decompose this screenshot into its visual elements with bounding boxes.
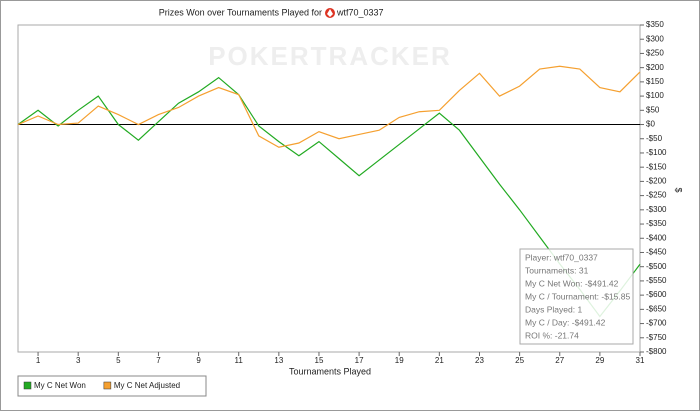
tooltip-line: ROI %: -21.74 — [525, 330, 579, 340]
x-tick-label: 31 — [636, 356, 645, 365]
x-tick-label: 27 — [555, 356, 564, 365]
x-tick-label: 23 — [475, 356, 484, 365]
x-tick-label: 5 — [116, 356, 121, 365]
series-line — [17, 76, 641, 318]
y-tick-label: -$150 — [646, 162, 667, 171]
series-line — [17, 65, 641, 148]
y-tick-label: $100 — [646, 91, 664, 100]
legend-label: My C Net Adjusted — [114, 381, 180, 390]
y-tick-label: -$100 — [646, 148, 667, 157]
y-tick-label: -$250 — [646, 191, 667, 200]
tooltip-line: My C / Tournament: -$15.85 — [525, 291, 630, 301]
x-tick-label: 19 — [395, 356, 404, 365]
y-tick-label: -$300 — [646, 205, 667, 214]
x-tick-label: 7 — [156, 356, 161, 365]
x-tick-label: 1 — [36, 356, 41, 365]
tooltip-line: Player: wtf70_0337 — [525, 252, 598, 262]
y-tick-label: $350 — [646, 20, 664, 29]
legend-swatch — [23, 381, 32, 390]
tooltip-line: Tournaments: 31 — [525, 265, 589, 275]
x-tick-label: 17 — [355, 356, 364, 365]
legend — [17, 375, 207, 397]
x-tick-label: 3 — [76, 356, 81, 365]
y-tick-label: $250 — [646, 49, 664, 58]
tooltip-line: My C Net Won: -$491.42 — [525, 278, 619, 288]
y-tick-label: -$450 — [646, 248, 667, 257]
y-tick-label: -$600 — [646, 290, 667, 299]
y-tick-label: $150 — [646, 77, 664, 86]
y-tick-label: -$500 — [646, 262, 667, 271]
plot-area — [17, 24, 641, 353]
x-tick-label: 9 — [196, 356, 201, 365]
y-tick-label: -$750 — [646, 333, 667, 342]
y-tick-label: -$350 — [646, 219, 667, 228]
tooltip-line: Days Played: 1 — [525, 304, 582, 314]
x-tick-label: 29 — [595, 356, 604, 365]
y-tick-label: $300 — [646, 34, 664, 43]
legend-swatch — [103, 381, 112, 390]
player-icon — [325, 8, 335, 18]
y-tick-label: -$200 — [646, 177, 667, 186]
y-tick-label: -$650 — [646, 304, 667, 313]
tooltip-line: My C / Day: -$491.42 — [525, 317, 606, 327]
x-tick-label: 25 — [515, 356, 524, 365]
tooltip: Player: wtf70_0337 Tournaments: 31 My C Ne… — [519, 248, 634, 345]
y-tick-label: -$700 — [646, 319, 667, 328]
x-tick-label: 21 — [435, 356, 444, 365]
y-tick-label: $50 — [646, 105, 660, 114]
y-tick-label: -$400 — [646, 233, 667, 242]
x-tick-label: 15 — [315, 356, 324, 365]
x-tick-label: 13 — [274, 356, 283, 365]
y-tick-label: -$50 — [646, 134, 663, 143]
x-tick-label: 11 — [235, 356, 244, 365]
legend-label: My C Net Won — [34, 381, 86, 390]
title-player: wtf70_0337 — [336, 7, 384, 17]
y-axis-label: $ — [674, 187, 684, 192]
y-tick-label: -$800 — [646, 347, 667, 356]
chart-title: Prizes Won over Tournaments Played for — [159, 7, 322, 17]
y-tick-label: $0 — [646, 120, 655, 129]
y-tick-label: -$550 — [646, 276, 667, 285]
watermark: POKERTRACKER — [208, 41, 452, 71]
tooltip-box — [519, 248, 634, 345]
x-axis-label: Tournaments Played — [289, 366, 371, 376]
y-tick-label: $200 — [646, 63, 664, 72]
